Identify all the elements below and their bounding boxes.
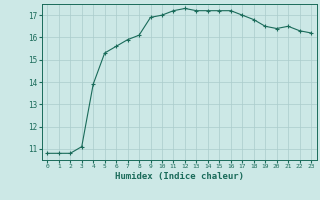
X-axis label: Humidex (Indice chaleur): Humidex (Indice chaleur) bbox=[115, 172, 244, 181]
